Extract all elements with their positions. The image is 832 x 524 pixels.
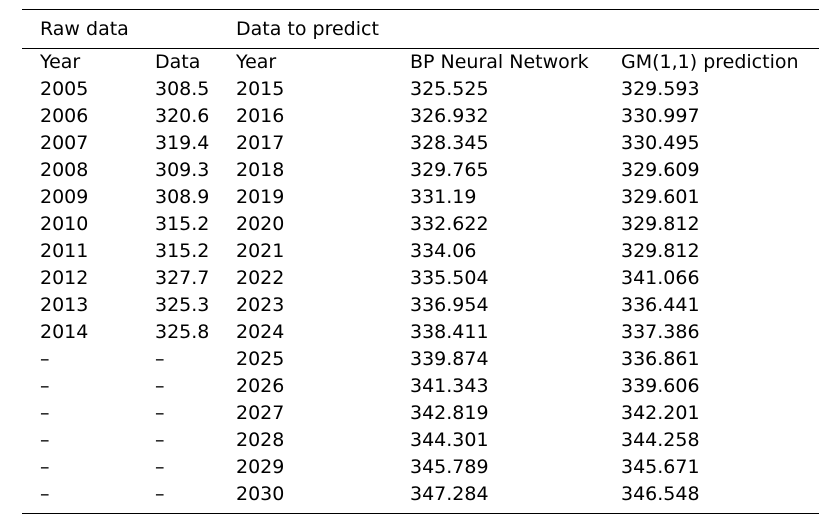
- raw-year-cell: –: [40, 402, 50, 424]
- column-header-raw-year: Year: [40, 51, 81, 73]
- raw-data-cell: –: [155, 456, 165, 478]
- raw-year-cell: –: [40, 483, 50, 505]
- predict-year-cell: 2024: [236, 321, 285, 343]
- bp-neural-network-cell: 334.06: [410, 240, 477, 262]
- raw-year-cell: –: [40, 375, 50, 397]
- bp-neural-network-cell: 344.301: [410, 429, 489, 451]
- bp-neural-network-cell: 326.932: [410, 105, 489, 127]
- group-header-raw-data: Raw data: [40, 18, 129, 40]
- raw-data-cell: 319.4: [155, 132, 210, 154]
- gm11-prediction-cell: 329.812: [621, 213, 700, 235]
- raw-data-cell: 308.5: [155, 78, 210, 100]
- raw-data-cell: –: [155, 429, 165, 451]
- header-rule: [22, 48, 819, 49]
- raw-year-cell: –: [40, 348, 50, 370]
- gm11-prediction-cell: 337.386: [621, 321, 700, 343]
- raw-year-cell: 2005: [40, 78, 89, 100]
- gm11-prediction-cell: 336.861: [621, 348, 700, 370]
- predict-year-cell: 2026: [236, 375, 285, 397]
- raw-year-cell: –: [40, 456, 50, 478]
- raw-year-cell: 2010: [40, 213, 89, 235]
- raw-year-cell: 2008: [40, 159, 89, 181]
- predict-year-cell: 2027: [236, 402, 285, 424]
- bp-neural-network-cell: 329.765: [410, 159, 489, 181]
- gm11-prediction-cell: 342.201: [621, 402, 700, 424]
- gm11-prediction-cell: 344.258: [621, 429, 700, 451]
- raw-data-cell: 308.9: [155, 186, 210, 208]
- raw-data-cell: –: [155, 402, 165, 424]
- bp-neural-network-cell: 341.343: [410, 375, 489, 397]
- predict-year-cell: 2016: [236, 105, 285, 127]
- predict-year-cell: 2017: [236, 132, 285, 154]
- gm11-prediction-cell: 330.495: [621, 132, 700, 154]
- raw-data-cell: 315.2: [155, 213, 210, 235]
- group-header-data-to-predict: Data to predict: [236, 18, 379, 40]
- raw-year-cell: 2006: [40, 105, 89, 127]
- bp-neural-network-cell: 338.411: [410, 321, 489, 343]
- gm11-prediction-cell: 341.066: [621, 267, 700, 289]
- gm11-prediction-cell: 336.441: [621, 294, 700, 316]
- bp-neural-network-cell: 335.504: [410, 267, 489, 289]
- raw-data-cell: –: [155, 483, 165, 505]
- bp-neural-network-cell: 347.284: [410, 483, 489, 505]
- bp-neural-network-cell: 345.789: [410, 456, 489, 478]
- predict-year-cell: 2028: [236, 429, 285, 451]
- raw-data-cell: 325.3: [155, 294, 210, 316]
- bp-neural-network-cell: 332.622: [410, 213, 489, 235]
- gm11-prediction-cell: 345.671: [621, 456, 700, 478]
- raw-year-cell: 2011: [40, 240, 89, 262]
- gm11-prediction-cell: 346.548: [621, 483, 700, 505]
- raw-year-cell: 2009: [40, 186, 89, 208]
- raw-year-cell: 2014: [40, 321, 89, 343]
- gm11-prediction-cell: 329.812: [621, 240, 700, 262]
- raw-year-cell: 2013: [40, 294, 89, 316]
- bp-neural-network-cell: 331.19: [410, 186, 477, 208]
- gm11-prediction-cell: 330.997: [621, 105, 700, 127]
- raw-year-cell: –: [40, 429, 50, 451]
- predict-year-cell: 2015: [236, 78, 285, 100]
- gm11-prediction-cell: 329.609: [621, 159, 700, 181]
- raw-data-cell: 320.6: [155, 105, 210, 127]
- bp-neural-network-cell: 342.819: [410, 402, 489, 424]
- raw-data-cell: 327.7: [155, 267, 210, 289]
- predict-year-cell: 2029: [236, 456, 285, 478]
- raw-year-cell: 2012: [40, 267, 89, 289]
- raw-data-cell: 315.2: [155, 240, 210, 262]
- predict-year-cell: 2020: [236, 213, 285, 235]
- column-header-gm11-prediction: GM(1,1) prediction: [621, 51, 799, 73]
- predict-year-cell: 2019: [236, 186, 285, 208]
- predict-year-cell: 2018: [236, 159, 285, 181]
- column-header-predict-year: Year: [236, 51, 277, 73]
- bp-neural-network-cell: 339.874: [410, 348, 489, 370]
- bp-neural-network-cell: 336.954: [410, 294, 489, 316]
- raw-data-cell: 309.3: [155, 159, 210, 181]
- predict-year-cell: 2022: [236, 267, 285, 289]
- predict-year-cell: 2021: [236, 240, 285, 262]
- predict-year-cell: 2023: [236, 294, 285, 316]
- bottom-rule: [22, 513, 819, 515]
- top-rule: [22, 9, 819, 11]
- column-header-raw-data: Data: [155, 51, 201, 73]
- gm11-prediction-cell: 329.601: [621, 186, 700, 208]
- gm11-prediction-cell: 339.606: [621, 375, 700, 397]
- gm11-prediction-cell: 329.593: [621, 78, 700, 100]
- raw-data-cell: 325.8: [155, 321, 210, 343]
- bp-neural-network-cell: 328.345: [410, 132, 489, 154]
- raw-data-cell: –: [155, 375, 165, 397]
- predict-year-cell: 2030: [236, 483, 285, 505]
- raw-year-cell: 2007: [40, 132, 89, 154]
- predict-year-cell: 2025: [236, 348, 285, 370]
- raw-data-cell: –: [155, 348, 165, 370]
- column-header-bp-neural-network: BP Neural Network: [410, 51, 589, 73]
- bp-neural-network-cell: 325.525: [410, 78, 489, 100]
